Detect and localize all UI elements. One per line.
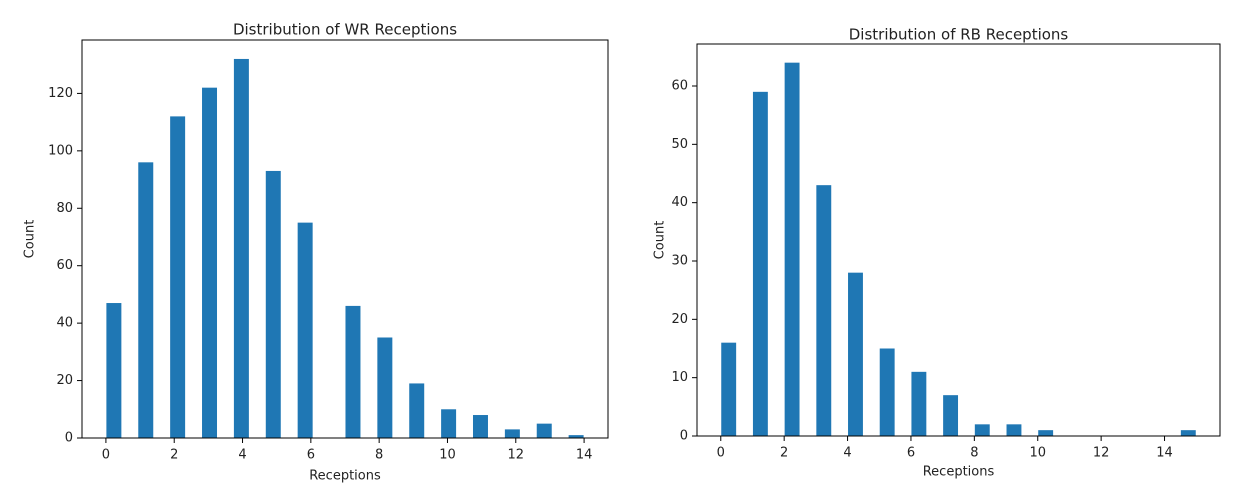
bar <box>721 342 737 436</box>
bar <box>752 91 768 436</box>
bar <box>974 424 990 436</box>
x-tick-label: 2 <box>170 448 178 463</box>
y-tick-label: 0 <box>680 429 688 444</box>
bar <box>377 337 393 438</box>
x-tick-label: 12 <box>1093 446 1110 461</box>
y-tick-label: 10 <box>671 370 688 385</box>
y-tick-label: 20 <box>671 312 688 327</box>
bar <box>536 423 552 438</box>
bar <box>202 87 218 439</box>
y-tick-label: 100 <box>48 143 73 158</box>
x-tick-label: 8 <box>970 446 978 461</box>
bar <box>911 371 927 436</box>
bar <box>816 185 832 436</box>
y-tick-label: 60 <box>671 79 688 94</box>
x-tick-label: 0 <box>717 446 725 461</box>
x-axis-label: Receptions <box>923 465 995 480</box>
bar <box>943 395 959 436</box>
y-tick-label: 80 <box>56 201 73 216</box>
chart-title: Distribution of WR Receptions <box>233 21 457 39</box>
bar <box>472 415 488 438</box>
axes-frame <box>81 39 609 439</box>
bar <box>441 409 457 438</box>
x-tick-label: 6 <box>307 448 315 463</box>
y-tick-label: 30 <box>671 254 688 269</box>
x-tick-label: 2 <box>780 446 788 461</box>
x-tick-label: 12 <box>508 448 525 463</box>
bar <box>784 62 800 437</box>
bar <box>504 429 520 438</box>
axes-frame <box>696 43 1221 437</box>
bar <box>879 348 895 436</box>
y-tick-label: 60 <box>56 258 73 273</box>
x-tick-label: 10 <box>439 448 456 463</box>
y-tick-label: 20 <box>56 373 73 388</box>
bar <box>1180 430 1196 436</box>
x-tick-label: 4 <box>843 446 851 461</box>
y-axis-label: Count <box>23 220 38 259</box>
bar <box>568 435 584 438</box>
x-axis-label: Receptions <box>309 469 381 484</box>
bar <box>138 162 154 438</box>
bar <box>233 58 249 438</box>
x-tick-label: 8 <box>375 448 383 463</box>
bar <box>106 303 122 438</box>
x-tick-label: 10 <box>1029 446 1046 461</box>
bar <box>409 383 425 438</box>
x-tick-label: 14 <box>576 448 593 463</box>
chart-title: Distribution of RB Receptions <box>849 26 1069 44</box>
bar <box>848 272 863 436</box>
bar <box>345 305 361 438</box>
x-tick-label: 14 <box>1156 446 1173 461</box>
y-tick-label: 40 <box>56 316 73 331</box>
bar <box>297 222 313 438</box>
x-tick-label: 4 <box>238 448 246 463</box>
bar <box>1006 424 1022 436</box>
y-tick-label: 120 <box>48 86 73 101</box>
y-tick-label: 50 <box>671 137 688 152</box>
bar <box>170 116 186 438</box>
x-tick-label: 6 <box>907 446 915 461</box>
bar <box>1038 430 1054 436</box>
y-axis-label: Count <box>653 221 668 260</box>
x-tick-label: 0 <box>102 448 110 463</box>
y-tick-label: 40 <box>671 195 688 210</box>
bar <box>265 170 281 438</box>
y-tick-label: 0 <box>65 431 73 446</box>
